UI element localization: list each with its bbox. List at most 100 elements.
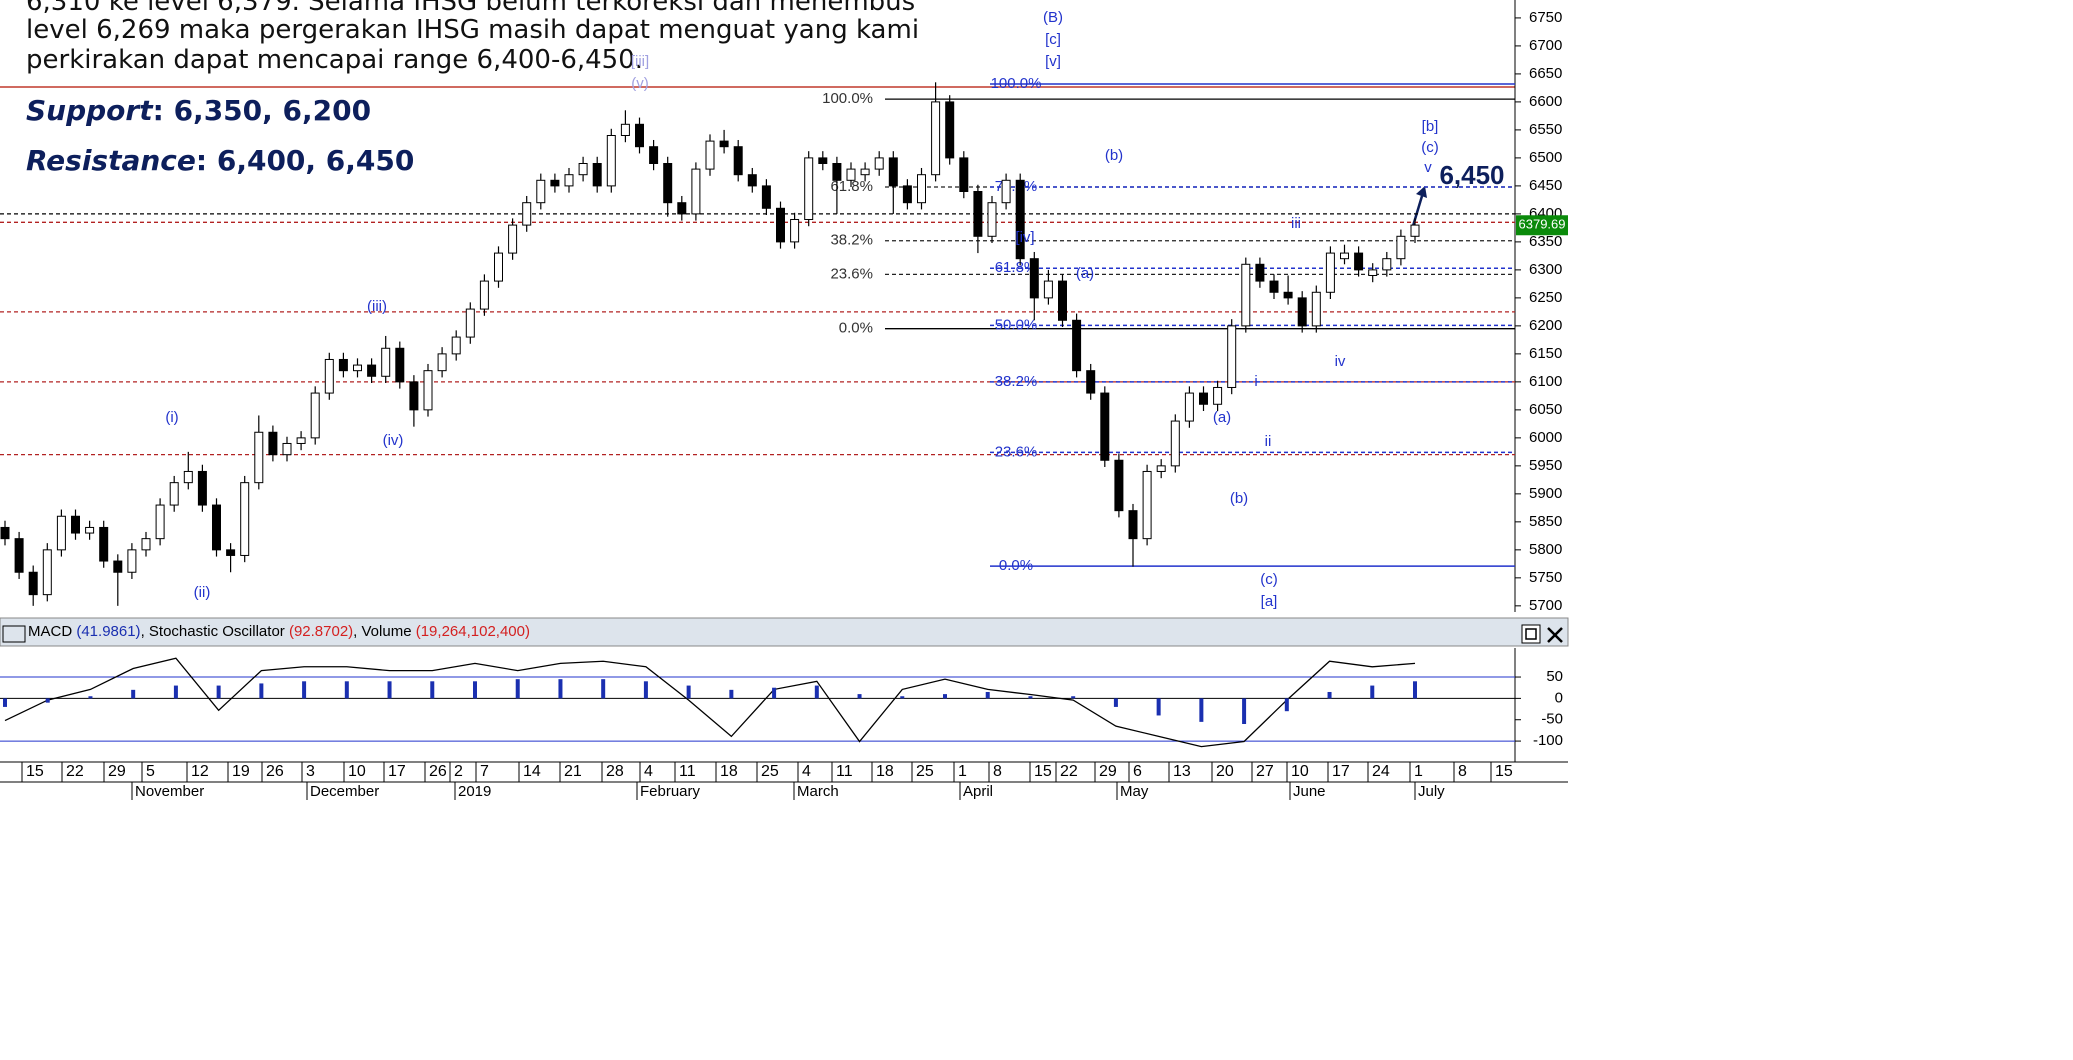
fib-label: 100.0% (822, 90, 873, 107)
candle-body (310, 392, 320, 439)
x-tick-label: 11 (836, 763, 853, 780)
candle-body (1340, 252, 1349, 260)
candle-body (0, 526, 10, 540)
macd-bar (216, 685, 221, 699)
candle-body (183, 470, 193, 484)
candle-body (423, 370, 433, 411)
wave-label: (B) (1043, 9, 1063, 26)
candle-body (931, 101, 941, 176)
y-tick-label: 6600 (1529, 93, 1562, 110)
candle-body (479, 280, 489, 310)
maximize-icon (1525, 628, 1537, 640)
wave-label: (i) (165, 409, 178, 426)
macd-bar (857, 694, 862, 699)
x-tick-label: 8 (1458, 763, 1467, 780)
macd-bar (131, 689, 136, 699)
candle-body (367, 364, 377, 377)
fib-label: 50.0% (995, 316, 1038, 333)
candle-body (635, 123, 644, 148)
resistance: Resistance: 6,400, 6,450 (26, 144, 414, 177)
candle-body (338, 358, 348, 372)
candle-body (874, 157, 884, 170)
x-tick-label: 11 (679, 763, 696, 780)
legend-part: (19,264,102,400) (416, 623, 530, 640)
macd-bar (943, 694, 947, 699)
x-tick-label: 17 (388, 763, 406, 780)
wave-label: (c) (1260, 571, 1278, 588)
target-arrowhead (1416, 186, 1427, 198)
month-label: March (797, 783, 839, 800)
month-label: December (310, 783, 379, 800)
macd-bar (387, 681, 392, 699)
candle-body (846, 168, 856, 181)
candle-body (409, 381, 419, 411)
candle-body (620, 123, 630, 137)
candle-body (127, 549, 137, 573)
macd-bar (1028, 696, 1033, 699)
x-tick-label: 20 (1216, 763, 1234, 780)
candle-body (1213, 386, 1223, 405)
wave-label: (iii) (367, 298, 387, 315)
x-tick-label: 10 (1291, 763, 1309, 780)
y-tick-label: 0 (1555, 689, 1563, 706)
x-tick-label: 1 (958, 763, 967, 780)
candle-body (71, 515, 80, 534)
candle-body (550, 179, 560, 187)
candle-body (494, 252, 503, 282)
candle-body (28, 571, 38, 596)
macd-bar (1370, 685, 1375, 699)
candle-body (155, 504, 165, 540)
candle-body (761, 185, 771, 209)
x-tick-label: 27 (1256, 763, 1274, 780)
wave-label: (b) (1105, 147, 1123, 164)
candle-body (578, 162, 588, 176)
month-label: 2019 (458, 783, 491, 800)
macd-bar (814, 685, 819, 699)
target-label: 6,450 (1439, 160, 1504, 190)
macd-bar (686, 685, 691, 699)
y-tick-label: 6150 (1529, 345, 1562, 362)
macd-bar (1113, 698, 1118, 707)
candle-body (1199, 392, 1208, 405)
candle-body (268, 431, 278, 456)
y-tick-label: 5700 (1529, 597, 1562, 614)
maximize-button[interactable] (1521, 624, 1541, 644)
macd-bar (430, 681, 435, 699)
macd-bar (344, 681, 349, 699)
y-tick-label: 5850 (1529, 513, 1562, 530)
candle-body (1156, 465, 1166, 472)
wave-label: [c] (1045, 31, 1061, 48)
macd-bar (1156, 698, 1161, 716)
candle-body (451, 336, 461, 355)
candle-body (56, 515, 66, 551)
candle-body (564, 174, 574, 187)
candle-body (169, 482, 179, 506)
wave-label: v (1424, 159, 1432, 176)
x-tick-label: 24 (1372, 763, 1390, 780)
candle-body (197, 470, 207, 506)
close-button[interactable] (1547, 627, 1563, 643)
last-price: 6379.69 (1519, 217, 1566, 232)
y-tick-label: 6550 (1529, 121, 1562, 138)
candle-body (1297, 297, 1307, 327)
candle-body (1015, 179, 1025, 260)
x-tick-label: 5 (146, 763, 155, 780)
wave-label: (a) (1076, 265, 1094, 282)
x-tick-label: 18 (720, 763, 738, 780)
y-tick-label: 5750 (1529, 569, 1562, 586)
candle-body (1354, 252, 1364, 271)
candle-body (663, 162, 673, 204)
candle-body (1184, 392, 1194, 422)
macd-bar (3, 698, 7, 707)
macd-bar (985, 691, 990, 699)
y-tick-label: 6350 (1529, 233, 1562, 250)
x-tick-label: 4 (802, 763, 811, 780)
x-tick-label: 22 (66, 763, 84, 780)
last-price-box (1516, 215, 1568, 236)
wave-label: iii (1291, 215, 1301, 232)
y-tick-label: 6200 (1529, 317, 1562, 334)
candle-body (592, 162, 602, 187)
candle-body (254, 431, 264, 484)
x-tick-label: 29 (1099, 763, 1117, 780)
y-tick-label: -50 (1541, 711, 1563, 728)
